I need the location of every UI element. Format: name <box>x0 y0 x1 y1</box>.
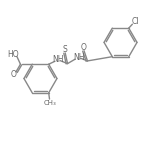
Text: NH: NH <box>73 53 84 62</box>
Text: CH₃: CH₃ <box>43 100 56 106</box>
Text: NH: NH <box>52 55 64 65</box>
Text: O: O <box>11 70 17 79</box>
Text: Cl: Cl <box>132 17 139 26</box>
Text: HO: HO <box>7 50 19 59</box>
Text: S: S <box>63 45 68 54</box>
Text: O: O <box>81 43 87 52</box>
